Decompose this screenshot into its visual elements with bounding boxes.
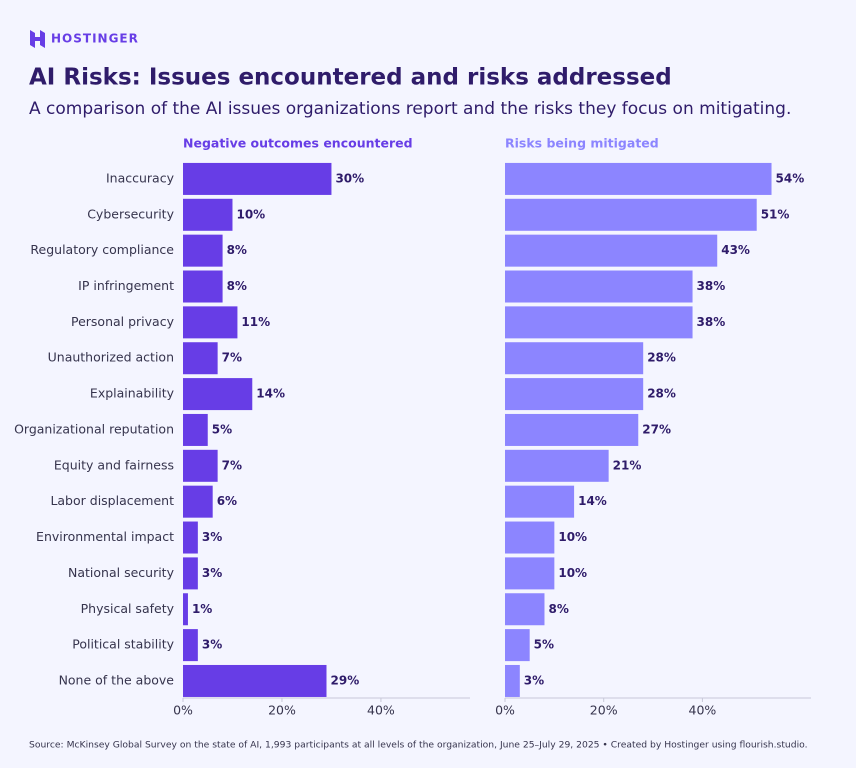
value-label: 7% — [222, 351, 242, 365]
category-label: Personal privacy — [71, 314, 175, 329]
value-label: 43% — [721, 243, 750, 257]
category-label: National security — [68, 565, 175, 580]
value-label: 29% — [331, 673, 360, 687]
value-label: 10% — [236, 207, 265, 221]
bar — [183, 449, 218, 482]
category-label: Unauthorized action — [48, 350, 174, 365]
brand-name: HOSTINGER — [51, 32, 139, 46]
value-label: 8% — [548, 602, 568, 616]
brand-logo — [30, 30, 45, 48]
bar — [505, 270, 693, 303]
bar — [505, 664, 520, 697]
bar — [183, 162, 332, 195]
x-tick-label: 0% — [173, 703, 193, 718]
value-label: 54% — [776, 171, 805, 185]
value-label: 3% — [202, 638, 222, 652]
value-label: 7% — [222, 458, 242, 472]
value-label: 8% — [227, 279, 247, 293]
bar — [183, 593, 188, 626]
bar — [505, 557, 555, 590]
bar — [505, 521, 555, 554]
chart-subtitle: A comparison of the AI issues organizati… — [29, 99, 791, 119]
panel-title: Risks being mitigated — [505, 136, 659, 151]
bar — [183, 629, 198, 662]
value-label: 5% — [212, 422, 232, 436]
category-label: IP infringement — [78, 278, 174, 293]
bar — [183, 342, 218, 375]
bar — [183, 198, 233, 231]
bar — [183, 378, 253, 411]
value-label: 38% — [697, 279, 726, 293]
value-label: 3% — [202, 530, 222, 544]
value-label: 27% — [642, 422, 671, 436]
value-label: 51% — [761, 207, 790, 221]
category-label: Organizational reputation — [14, 421, 174, 436]
category-label: None of the above — [59, 672, 175, 687]
x-tick-label: 40% — [367, 703, 395, 718]
bar — [183, 557, 198, 590]
value-label: 30% — [335, 171, 364, 185]
value-label: 10% — [558, 530, 587, 544]
bar — [505, 198, 757, 231]
category-label: Equity and fairness — [54, 457, 174, 472]
bar — [505, 485, 575, 518]
bar — [183, 413, 208, 446]
value-label: 14% — [578, 494, 607, 508]
category-label: Regulatory compliance — [30, 242, 174, 257]
x-tick-label: 40% — [689, 703, 717, 718]
x-tick-label: 20% — [268, 703, 296, 718]
value-label: 14% — [256, 387, 285, 401]
category-label: Inaccuracy — [106, 170, 175, 185]
chart-title: AI Risks: Issues encountered and risks a… — [29, 65, 672, 91]
value-label: 8% — [227, 243, 247, 257]
bar — [183, 270, 223, 303]
bar — [183, 485, 213, 518]
x-tick-label: 20% — [590, 703, 618, 718]
bar — [505, 162, 772, 195]
bar — [505, 378, 644, 411]
value-label: 21% — [613, 458, 642, 472]
bar — [183, 664, 327, 697]
bar — [505, 413, 639, 446]
bar — [505, 342, 644, 375]
value-label: 1% — [192, 602, 212, 616]
x-tick-label: 0% — [495, 703, 515, 718]
bar — [183, 234, 223, 267]
category-label: Environmental impact — [36, 529, 174, 544]
category-label: Cybersecurity — [87, 206, 174, 221]
panel-title: Negative outcomes encountered — [183, 136, 413, 151]
category-label: Explainability — [90, 386, 175, 401]
category-label: Labor displacement — [50, 493, 174, 508]
source-note: Source: McKinsey Global Survey on the st… — [29, 740, 808, 751]
value-label: 11% — [241, 315, 270, 329]
value-label: 28% — [647, 387, 676, 401]
bar — [183, 306, 238, 339]
value-label: 6% — [217, 494, 237, 508]
category-label: Physical safety — [81, 601, 175, 616]
value-label: 10% — [558, 566, 587, 580]
bar — [505, 306, 693, 339]
bar — [505, 629, 530, 662]
value-label: 28% — [647, 351, 676, 365]
value-label: 3% — [524, 673, 544, 687]
bar — [183, 521, 198, 554]
value-label: 38% — [697, 315, 726, 329]
value-label: 3% — [202, 566, 222, 580]
bar — [505, 449, 609, 482]
bar — [505, 593, 545, 626]
bar — [505, 234, 718, 267]
category-label: Political stability — [72, 637, 174, 652]
value-label: 5% — [534, 638, 554, 652]
